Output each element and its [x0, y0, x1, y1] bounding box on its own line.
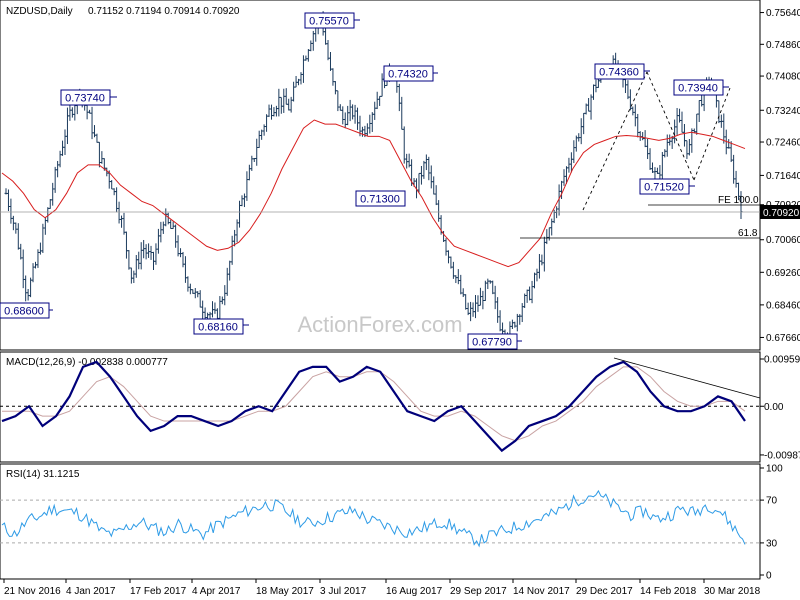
- price-bars: [4, 11, 743, 341]
- svg-text:0.71300: 0.71300: [360, 194, 400, 206]
- macd-tick-label: 0.009591: [764, 355, 800, 366]
- macd-line: [1, 360, 746, 453]
- callout-071300: 0.71300: [355, 190, 406, 207]
- rsi-line: [1, 489, 746, 548]
- symbol-label: NZDUSD,Daily: [6, 6, 73, 17]
- svg-text:0.73740: 0.73740: [65, 93, 105, 105]
- callout-073940: 0.73940: [673, 79, 729, 96]
- time-tick-label: 21 Nov 2016: [4, 586, 61, 597]
- price-tick-label: 0.68460: [766, 300, 800, 311]
- svg-text:0.74360: 0.74360: [599, 67, 639, 79]
- time-tick-label: 14 Nov 2017: [513, 586, 570, 597]
- main-panel: ActionForex.com NZDUSD,Daily 0.71152 0.7…: [0, 0, 800, 351]
- svg-text:0.68600: 0.68600: [4, 306, 44, 318]
- time-tick-label: 4 Apr 2017: [192, 586, 241, 597]
- price-tick-label: 0.71640: [766, 171, 800, 182]
- macd-tick-label: -0.009879: [764, 450, 800, 461]
- time-tick-label: 30 Mar 2018: [704, 586, 761, 597]
- svg-text:0.74320: 0.74320: [388, 69, 428, 81]
- svg-text:0.73940: 0.73940: [678, 83, 718, 95]
- macd-label: MACD(12,26,9) -0.002838 0.000777: [6, 357, 168, 368]
- price-tick-label: 0.69260: [766, 268, 800, 279]
- moving-average-line: [1, 119, 746, 268]
- price-tick-label: 0.70060: [766, 235, 800, 246]
- callout-067790: 0.67790: [467, 333, 522, 350]
- macd-divergence-line: [613, 357, 761, 399]
- callout-071520: 0.71520: [639, 178, 695, 195]
- time-tick-label: 14 Feb 2018: [640, 586, 697, 597]
- trend-line-rebound: [693, 87, 731, 181]
- rsi-panel-frame: [0, 463, 761, 580]
- callout-075570: 0.75570: [304, 12, 360, 29]
- time-tick-label: 16 Aug 2017: [386, 586, 443, 597]
- fib-618-label: 61.8: [738, 228, 758, 239]
- price-tick-label: 0.73240: [766, 106, 800, 117]
- fe-label: FE 100.0: [718, 195, 759, 206]
- rsi-axis: 100 70 30 0: [0, 464, 783, 582]
- svg-text:0.71520: 0.71520: [644, 182, 684, 194]
- price-tick-label: 0.74080: [766, 72, 800, 83]
- time-tick-label: 17 Feb 2017: [130, 586, 187, 597]
- price-tick-label: 0.67660: [766, 333, 800, 344]
- svg-text:0.67790: 0.67790: [472, 337, 512, 349]
- rsi-tick-label: 30: [766, 538, 778, 549]
- rsi-tick-label: 70: [766, 496, 778, 507]
- callout-068160: 0.68160: [193, 318, 249, 335]
- price-tick-label: 0.75640: [766, 8, 800, 19]
- time-axis: 21 Nov 2016 4 Jan 2017 17 Feb 2017 4 Apr 20…: [3, 579, 761, 597]
- trend-line-up: [582, 71, 648, 211]
- callout-074360: 0.74360: [594, 63, 650, 80]
- ohlc-readout: 0.71152 0.71194 0.70914 0.70920: [88, 6, 240, 17]
- rsi-label: RSI(14) 31.1215: [6, 469, 80, 480]
- rsi-panel: RSI(14) 31.1215 100 70 30 0: [0, 463, 783, 582]
- last-price-tag-bg: [760, 205, 800, 219]
- svg-text:0.68160: 0.68160: [198, 322, 238, 334]
- rsi-tick-label: 0: [766, 571, 772, 582]
- callout-074320: 0.74320: [383, 65, 438, 82]
- time-tick-label: 3 Jul 2017: [320, 586, 367, 597]
- price-tick-label: 0.72460: [766, 138, 800, 149]
- macd-panel: MACD(12,26,9) -0.002838 0.000777 0.00959…: [0, 351, 800, 463]
- callout-073740: 0.73740: [60, 89, 117, 106]
- time-tick-label: 18 May 2017: [256, 586, 314, 597]
- macd-signal-line: [2, 366, 746, 442]
- watermark: ActionForex.com: [297, 312, 462, 337]
- macd-panel-frame: [0, 351, 761, 463]
- trend-line-down: [646, 71, 695, 181]
- price-tick-label: 0.74860: [766, 40, 800, 51]
- time-tick-label: 29 Sep 2017: [450, 586, 507, 597]
- last-price-tag: 0.70920: [763, 208, 800, 219]
- svg-text:0.75570: 0.75570: [309, 16, 349, 28]
- time-tick-label: 4 Jan 2017: [66, 586, 116, 597]
- macd-tick-label: 0.00: [764, 402, 784, 413]
- time-tick-label: 29 Dec 2017: [576, 586, 633, 597]
- macd-axis: 0.009591 0.00 -0.009879: [0, 355, 800, 461]
- rsi-tick-label: 100: [766, 464, 783, 475]
- callout-068600: 0.68600: [0, 302, 53, 319]
